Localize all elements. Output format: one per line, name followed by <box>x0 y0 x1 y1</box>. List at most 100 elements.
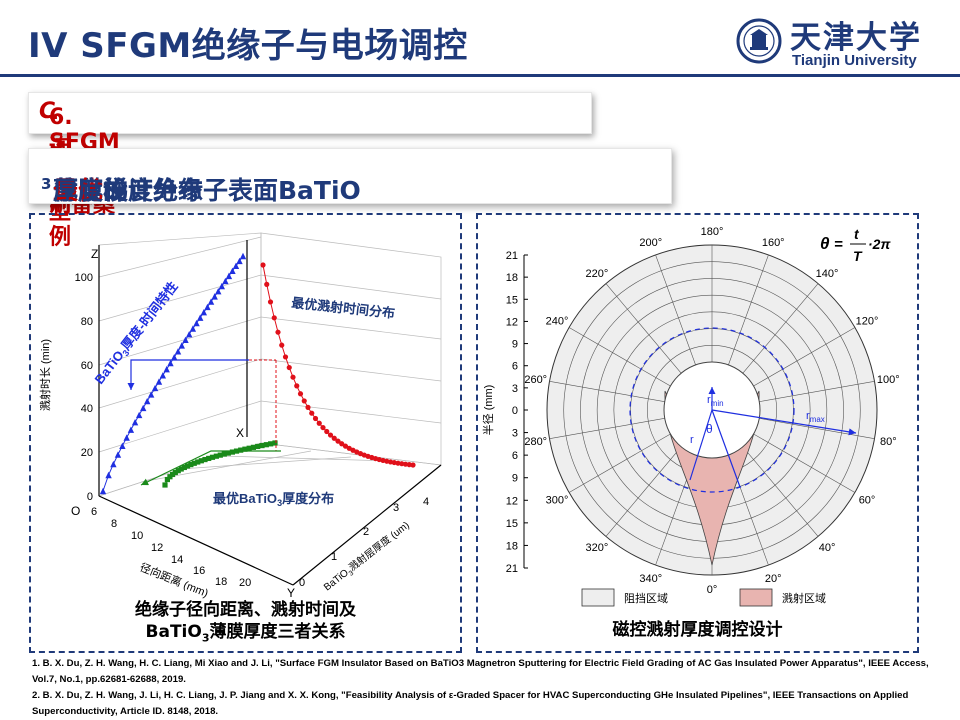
blue-curve-point <box>239 252 247 260</box>
svg-text:T: T <box>853 248 863 264</box>
green-curve-point <box>259 442 265 449</box>
blue-curve-point <box>131 418 139 426</box>
green-curve-point <box>195 459 201 465</box>
angle-label: 340° <box>639 573 662 585</box>
green-curve-point <box>202 456 208 463</box>
blue-curve-point <box>110 460 117 468</box>
red-curve-point <box>290 374 296 380</box>
red-curve-label: 最优溅射时间分布 <box>291 295 396 321</box>
red-optimal-time-curve <box>260 262 416 468</box>
origin-letter: O <box>71 504 80 518</box>
r-label: r <box>690 434 694 446</box>
section-subtitle: 6. 连续型C-SFGM绝缘子制备案例 <box>39 99 120 250</box>
right-figure-caption: 磁控溅射厚度调控设计 <box>612 620 783 640</box>
reference-2: 2. B. X. Du, Z. H. Wang, J. Li, H. C. Li… <box>32 690 909 717</box>
angle-label: 80° <box>880 436 897 448</box>
red-curve-point <box>309 410 315 416</box>
red-curve-point <box>297 391 304 397</box>
blue-curve-point <box>171 353 178 361</box>
angle-label: 140° <box>816 268 839 280</box>
blue-curve-point <box>182 336 189 343</box>
green-curve-point <box>181 464 187 471</box>
green-curve-point <box>162 482 168 488</box>
polar-spoke <box>568 433 671 493</box>
green-curve-point <box>178 466 184 472</box>
blue-curve-point <box>218 282 226 290</box>
green-curve-point <box>213 453 219 459</box>
radius-axis-label: 半径 (mm) <box>481 385 495 436</box>
angle-label: 40° <box>819 542 836 554</box>
left-caption-line2: BaTiO3薄膜厚度三者关系 <box>145 622 346 645</box>
blue-curve-point <box>105 471 112 479</box>
green-curve-point <box>263 442 269 448</box>
logo-chinese-name: 天津大学 <box>790 20 922 56</box>
polar-spoke <box>568 327 671 387</box>
green-curve-point <box>225 450 231 456</box>
angle-label: 100° <box>877 374 900 386</box>
reference-1: 1. B. X. Du, Z. H. Wang, H. C. Liang, Mi… <box>32 658 929 685</box>
radius-tick: 12 <box>506 316 518 328</box>
red-curve-point <box>320 424 326 431</box>
blue-curve-point <box>174 348 182 355</box>
blue-curve-point <box>155 378 163 385</box>
polar-spoke <box>605 283 682 374</box>
plot-axes <box>98 240 442 586</box>
legend-block-swatch <box>581 588 615 607</box>
blue-curve-point <box>99 487 107 495</box>
blue-curve-point <box>114 451 122 458</box>
blue-curve-point <box>193 319 200 327</box>
blue-curve-point <box>196 314 204 321</box>
blue-guide-arrow <box>127 359 249 390</box>
red-curve-point <box>331 435 337 441</box>
polar-spoke <box>549 381 665 402</box>
blue-curve-point <box>159 372 167 379</box>
svg-text:100: 100 <box>75 272 93 284</box>
svg-text:·2π: ·2π <box>868 236 891 252</box>
svg-text:=: = <box>834 236 843 253</box>
polar-spoke <box>728 254 769 365</box>
radius-tick: 21 <box>506 563 518 575</box>
green-curve-point <box>167 474 173 480</box>
svg-text:4: 4 <box>423 496 429 508</box>
green-curve-label: 最优BaTiO3厚度分布 <box>213 491 334 508</box>
green-curve-point <box>188 462 194 468</box>
radius-tick: 18 <box>506 272 518 284</box>
r-line <box>689 409 713 481</box>
red-curve-point <box>267 299 274 305</box>
left-figure-caption: 绝缘子径向距离、溅射时间及 BaTiO3薄膜厚度三者关系 <box>31 599 460 649</box>
green-curve-point <box>209 454 216 460</box>
green-curve-point <box>217 452 223 458</box>
polar-spoke <box>742 446 819 537</box>
right-figure-panel: rmin rmax r θ 180° 160° 140° 120° 100° 80° 60°… <box>476 213 919 653</box>
blue-curve-point <box>147 391 155 398</box>
green-curve-point <box>206 455 212 462</box>
polar-spoke <box>549 418 665 439</box>
svg-text:16: 16 <box>193 565 205 577</box>
blue-curve-point <box>204 303 211 311</box>
svg-text:14: 14 <box>171 554 183 566</box>
radius-tick: 9 <box>512 473 518 485</box>
university-logo: 天津大学 Tianjin University <box>736 14 946 72</box>
red-curve-point <box>301 398 307 404</box>
angle-label: 0° <box>707 584 718 596</box>
rmax-arrow <box>711 409 857 436</box>
thickness-axis-ticks: 0 1 2 3 4 <box>299 496 429 589</box>
svg-text:80: 80 <box>81 316 93 328</box>
legend-sputter-label: 溅射区域 <box>782 591 826 605</box>
red-curve-point <box>294 383 300 389</box>
radius-tick: 21 <box>506 250 518 262</box>
green-curve-point <box>272 440 278 446</box>
svg-text:18: 18 <box>215 576 227 588</box>
blue-curve-point <box>232 262 240 270</box>
green-curve-point <box>221 451 227 457</box>
svg-text:12: 12 <box>151 542 163 554</box>
radial-axis-ticks: 6 8 10 12 14 16 18 20 <box>91 506 251 589</box>
blue-curve-point <box>211 293 218 300</box>
svg-text:60: 60 <box>81 360 93 372</box>
green-curve-point <box>175 468 181 474</box>
theta-label: θ <box>706 422 713 436</box>
blue-curve-point <box>144 397 151 405</box>
blue-curve-point <box>225 272 233 280</box>
polar-spoke <box>753 433 856 493</box>
svg-text:2: 2 <box>363 526 369 538</box>
